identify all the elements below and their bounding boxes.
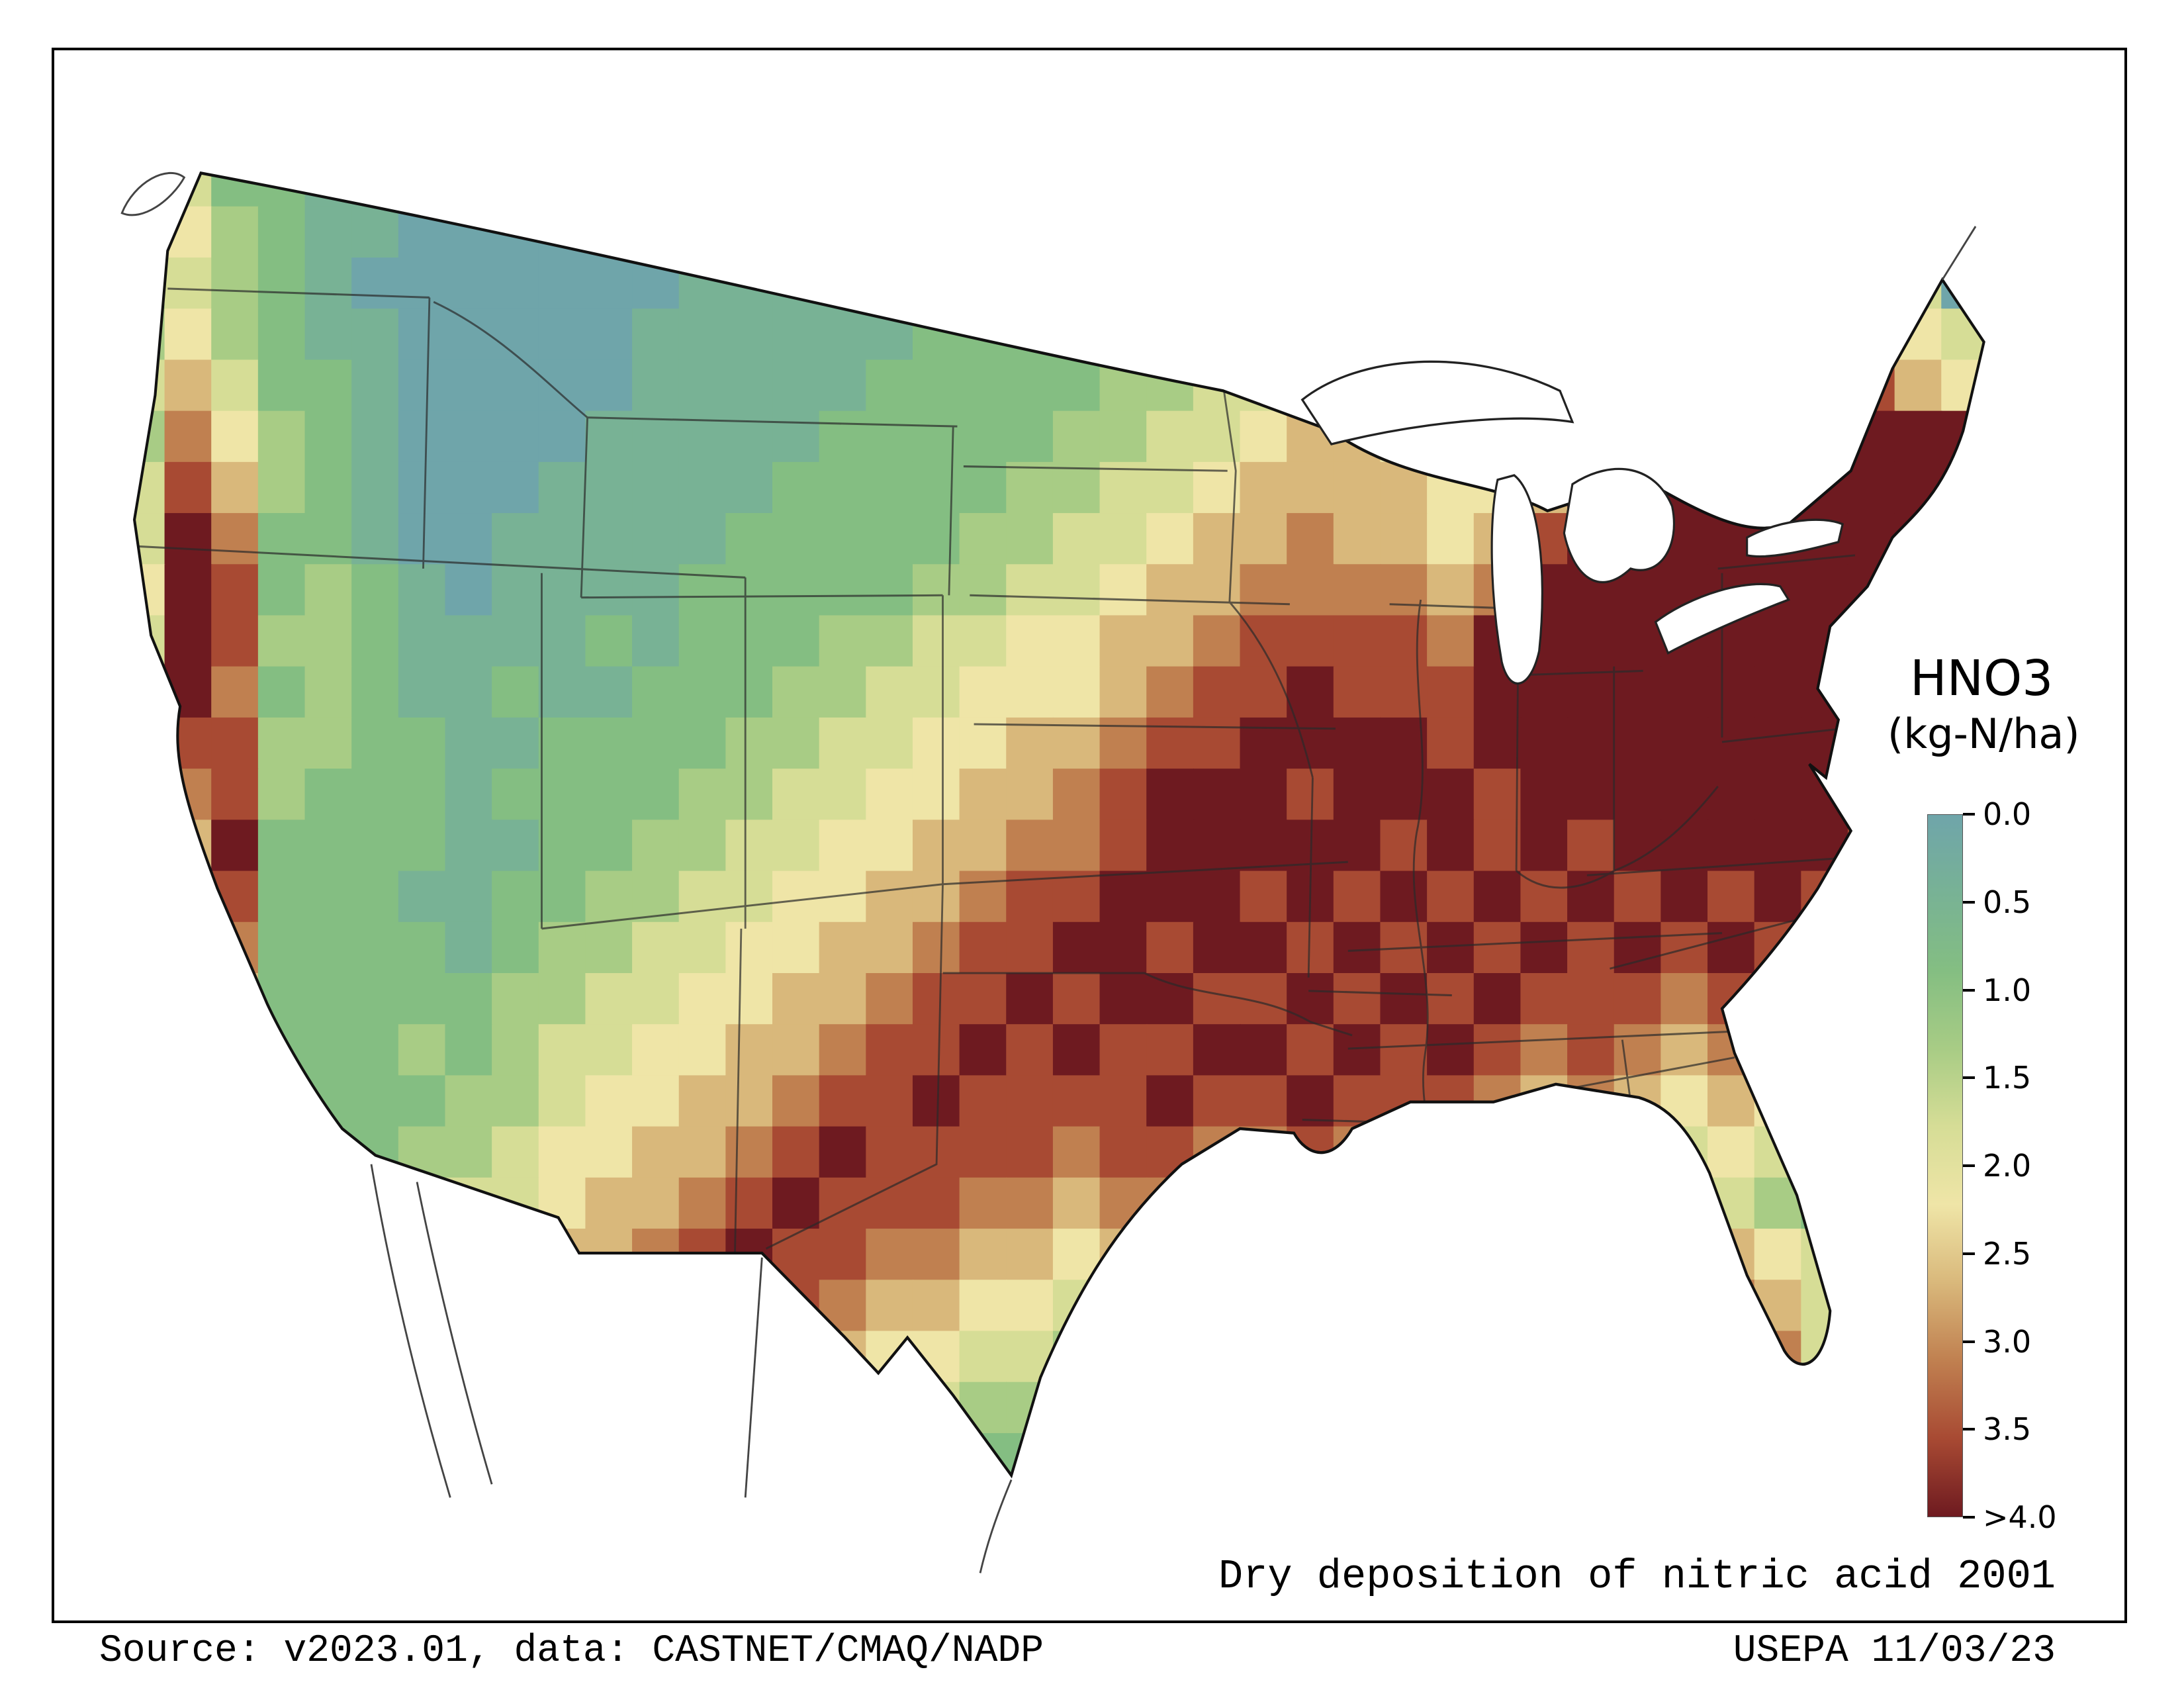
us-map: [120, 171, 1985, 1573]
colorbar-tick-mark: [1963, 1252, 1975, 1255]
colorbar-tick-mark: [1963, 1164, 1975, 1167]
colorbar-tick-label: >4.0: [1983, 1499, 2057, 1535]
colorbar-tick-label: 2.0: [1983, 1148, 2032, 1184]
lake-superior: [1300, 360, 1574, 445]
colorbar-tick: 1.5: [1963, 1061, 2031, 1094]
colorbar-tick-mark: [1963, 813, 1975, 816]
colorbar-ticks: 0.0 0.5 1.0 1.5 2.0 2.5 3.0 3.5 >4.0: [1963, 798, 2095, 1534]
colorbar-tick-label: 1.5: [1983, 1060, 2032, 1096]
great-lakes: [1300, 360, 1844, 685]
legend-title: HNO3: [1910, 650, 2054, 707]
legend-subtitle: (kg-N/ha): [1888, 710, 2080, 758]
lake-erie: [1654, 583, 1790, 655]
colorbar-tick-mark: [1963, 988, 1975, 992]
colorbar-tick-mark: [1963, 1516, 1975, 1519]
colorbar-tick-label: 3.5: [1983, 1411, 2032, 1448]
colorbar-tick-label: 3.0: [1983, 1323, 2032, 1360]
colorbar: [1927, 814, 1963, 1517]
lake-michigan: [1490, 474, 1543, 685]
gulf-of-california: [416, 1182, 493, 1485]
colorbar-tick-mark: [1963, 1076, 1975, 1080]
colorbar-tick: 3.5: [1963, 1413, 2031, 1446]
mexico-border-line: [744, 1257, 763, 1498]
source-text: Source: v2023.01, data: CASTNET/CMAQ/NAD…: [99, 1630, 1044, 1673]
colorbar-tick-label: 0.5: [1983, 884, 2032, 920]
lake-ontario: [1746, 518, 1844, 558]
neighbor-borders: [120, 171, 1977, 1573]
colorbar-tick-mark: [1963, 1340, 1975, 1343]
colorbar-tick: 1.0: [1963, 974, 2031, 1007]
colorbar-tick: 3.0: [1963, 1325, 2031, 1358]
colorbar-tick-label: 2.5: [1983, 1235, 2032, 1272]
map-caption: Dry deposition of nitric acid 2001: [1218, 1553, 2056, 1600]
credit-text: USEPA 11/03/23: [1733, 1630, 2056, 1673]
lake-huron: [1563, 467, 1675, 584]
colorbar-tick: 2.5: [1963, 1237, 2031, 1270]
colorbar-tick: >4.0: [1963, 1501, 2057, 1534]
colorbar-tick: 2.0: [1963, 1149, 2031, 1182]
colorbar-tick-mark: [1963, 900, 1975, 904]
us-outline: [132, 171, 1985, 1479]
canada-maritimes: [1941, 226, 1977, 281]
colorbar-tick-label: 1.0: [1983, 972, 2032, 1008]
colorbar-tick: 0.0: [1963, 798, 2031, 831]
baja-coast: [370, 1164, 451, 1498]
vancouver-island: [120, 171, 186, 216]
mexico-coast: [979, 1479, 1013, 1573]
plot-border: [52, 48, 2127, 1623]
colorbar-tick-label: 0.0: [1983, 796, 2032, 832]
colorbar-tick-mark: [1963, 1428, 1975, 1431]
state-borders: [138, 287, 1856, 1254]
colorbar-tick: 0.5: [1963, 886, 2031, 919]
